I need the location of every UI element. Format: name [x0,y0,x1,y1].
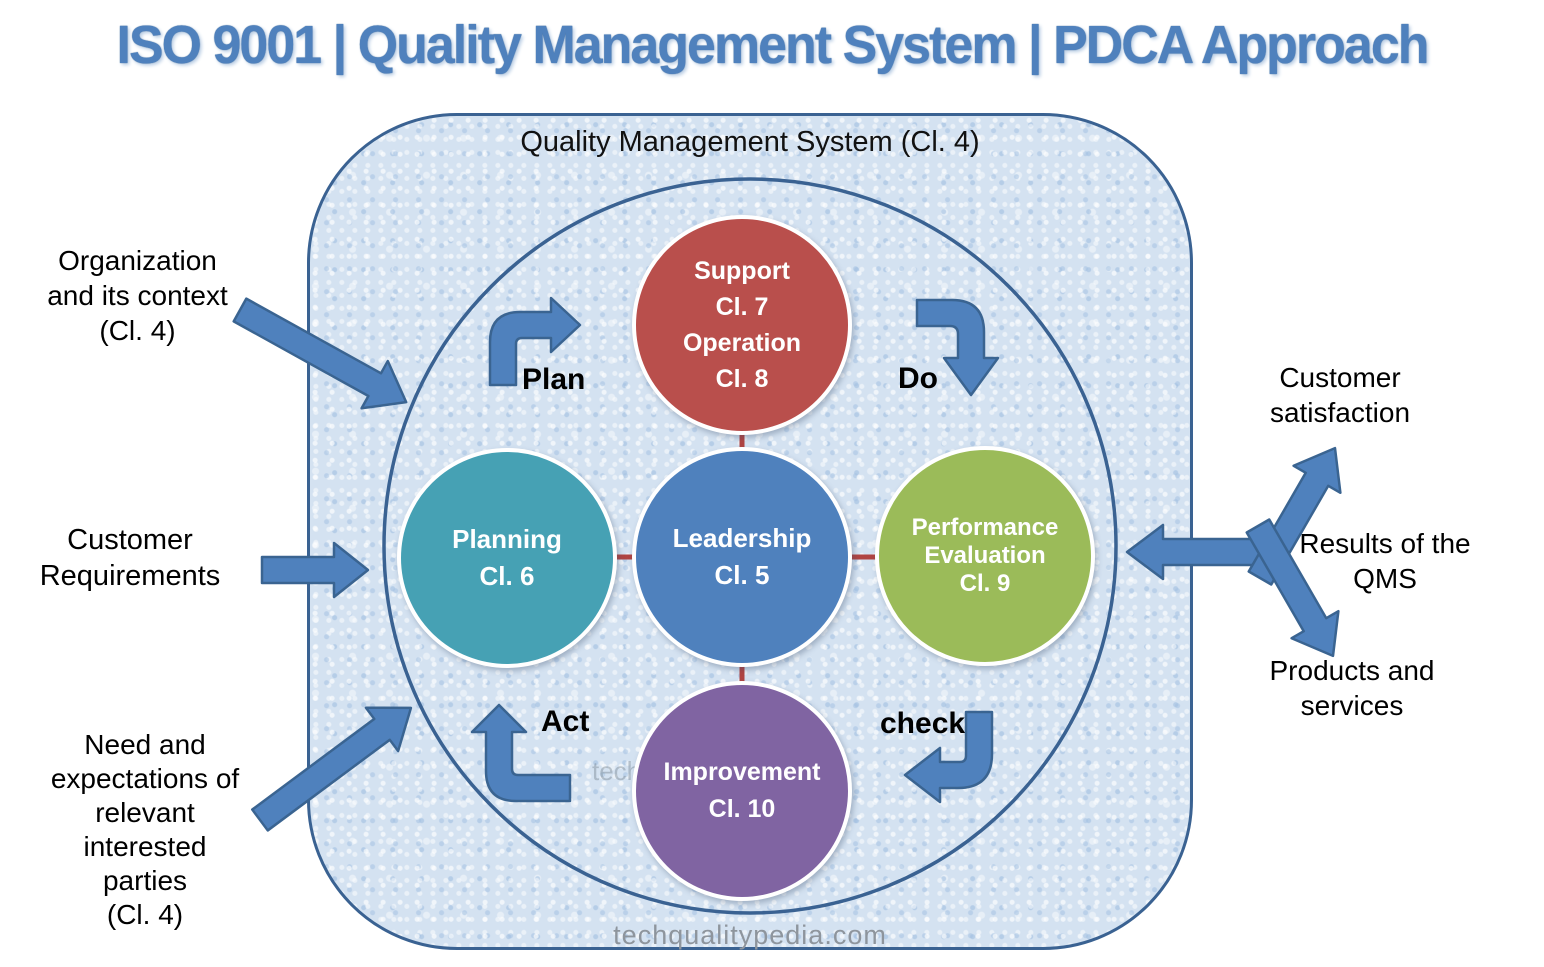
results-of-qms-label: Results of the QMS [1299,528,1471,594]
products-services-arrow-icon [1245,518,1340,658]
circle-performance-evaluation-label: Performance Evaluation Cl. 9 [911,514,1059,597]
check-curved-arrow-icon [903,710,994,804]
circle-improvement-label: Improvement Cl. 10 [663,758,821,823]
pdca-ellipse-outline [382,177,1118,915]
customer-requirements-input-arrow-icon [260,541,370,599]
circle-leadership-label: Leadership Cl. 5 [672,523,812,590]
act-curved-arrow-icon [470,703,572,803]
products-services-label: Products and services [1269,655,1435,721]
circle-support-operation: Support Cl. 7 Operation Cl. 8 [632,215,852,435]
do-curved-arrow-icon [915,298,1000,397]
organization-input-arrow-icon [232,297,408,410]
circle-support-operation-label: Support Cl. 7 Operation Cl. 8 [682,257,802,393]
qms-boundary-label: Quality Management System (Cl. 4) [520,126,980,158]
check-label: check [880,707,966,740]
circle-performance-evaluation: Performance Evaluation Cl. 9 [875,446,1095,666]
circle-leadership: Leadership Cl. 5 [632,447,852,667]
plan-curved-arrow-icon [488,296,582,387]
plan-label: Plan [522,363,586,396]
circle-planning: Planning Cl. 6 [397,448,617,668]
organization-context-label: Organization and its context (Cl. 4) [47,245,228,346]
circle-improvement: Improvement Cl. 10 [632,681,852,901]
customer-requirements-label: Customer Requirements [39,524,221,592]
do-label: Do [898,362,938,395]
page-title: ISO 9001 | Quality Management System | P… [116,15,1429,75]
act-label: Act [541,705,590,738]
interested-parties-label: Need and expectations of relevant intere… [50,729,240,930]
interested-parties-input-arrow-icon [250,706,413,832]
watermark-footer: techqualitypedia.com [613,920,887,950]
customer-satisfaction-label: Customer satisfaction [1269,362,1411,428]
circle-planning-label: Planning Cl. 6 [452,524,562,591]
